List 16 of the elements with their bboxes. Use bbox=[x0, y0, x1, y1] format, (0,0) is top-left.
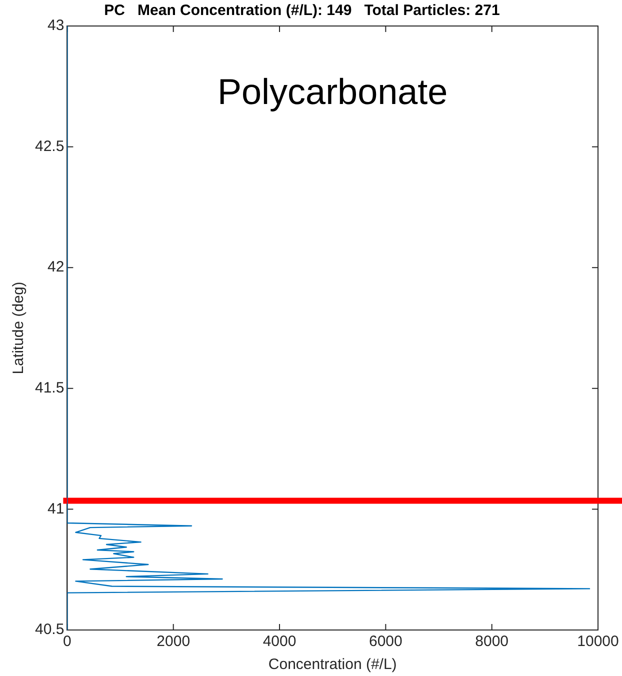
x-tick-label: 4000 bbox=[262, 633, 296, 650]
y-axis-title: Latitude (deg) bbox=[10, 282, 28, 374]
x-tick-label: 6000 bbox=[368, 633, 402, 650]
x-tick-label: 2000 bbox=[156, 633, 190, 650]
annotation: Polycarbonate bbox=[218, 71, 448, 112]
chart-title: PC Mean Concentration (#/L): 149 Total Particles: 271 bbox=[104, 2, 500, 20]
x-tick-label: 8000 bbox=[475, 633, 509, 650]
y-tick-label: 41.5 bbox=[34, 380, 64, 397]
y-tick-label: 43 bbox=[48, 17, 64, 34]
y-tick-label: 40.5 bbox=[34, 621, 64, 638]
x-axis-title: Concentration (#/L) bbox=[268, 656, 397, 674]
x-tick-label: 0 bbox=[63, 633, 72, 650]
x-tick-label: 10000 bbox=[577, 633, 619, 650]
y-tick-label: 42.5 bbox=[34, 138, 64, 155]
y-tick-label: 42 bbox=[48, 258, 64, 276]
y-tick-label: 41 bbox=[48, 500, 64, 518]
